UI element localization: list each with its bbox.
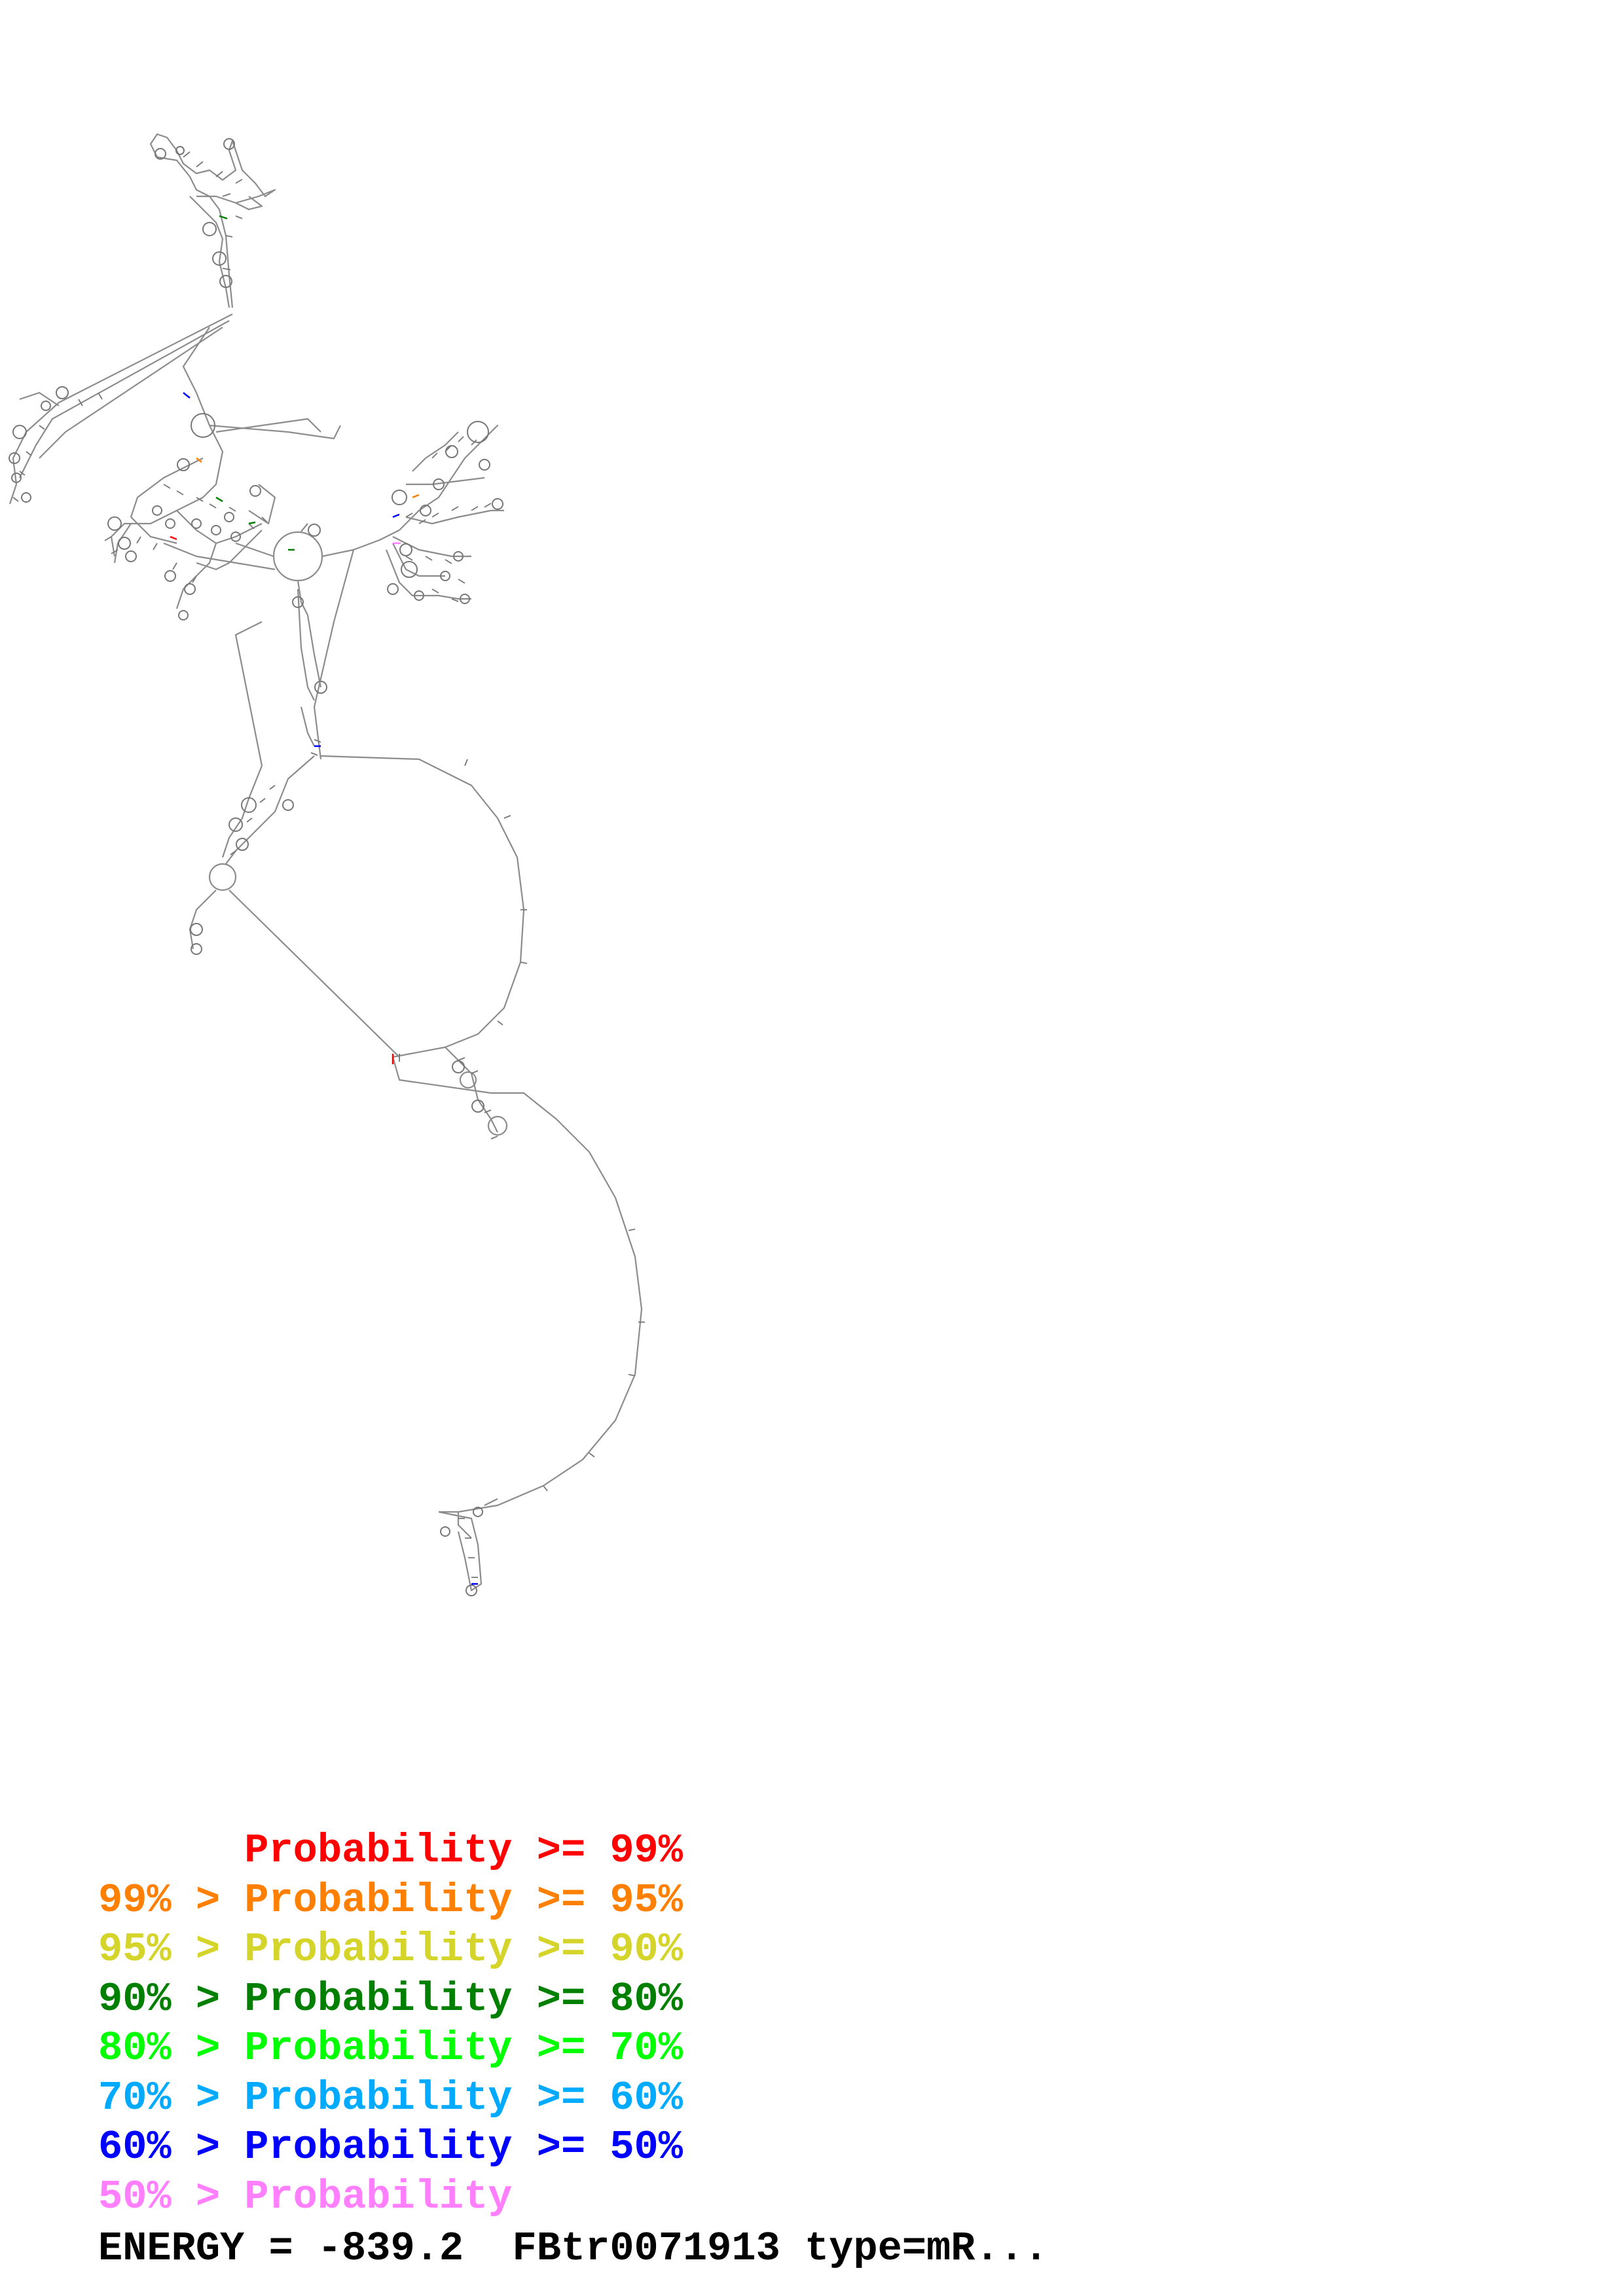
mid-right-loop <box>487 1115 508 1136</box>
left-junction-loop <box>208 863 237 891</box>
colored-pair-marks <box>170 215 478 1585</box>
legend-row: 60% > Probability >= 50% <box>98 2123 683 2172</box>
legend-label: Probability <box>244 1827 513 1874</box>
legend-row: 95% > Probability >= 90% <box>98 1925 683 1975</box>
legend-lower: 90% <box>98 1975 196 2022</box>
legend-sep: > <box>195 1975 245 2022</box>
legend-label: Probability <box>244 2025 513 2072</box>
legend-cond: >= 99% <box>512 1827 683 1874</box>
legend-cond: >= 50% <box>512 2124 683 2170</box>
rna-secondary-structure-diagram <box>9 133 645 1596</box>
legend-lower: 60% <box>98 2124 196 2170</box>
energy-label: ENERGY = -839.2 FBtr0071913 type=mR... <box>98 2225 1049 2272</box>
legend-cond: >= 90% <box>512 1926 683 1973</box>
legend-label: Probability <box>244 1876 513 1924</box>
base-pair-ticks <box>12 151 645 1578</box>
legend-lower: 80% <box>98 2025 196 2072</box>
legend-lower: 70% <box>98 2074 196 2121</box>
legend-lower: 99% <box>98 1876 196 1924</box>
legend-row: 99% > Probability >= 95% <box>98 1876 683 1926</box>
legend-row: 70% > Probability >= 60% <box>98 2073 683 2123</box>
top-branch <box>149 133 276 308</box>
legend-lower: 50% <box>98 2173 196 2220</box>
bottom-small-loop <box>459 1071 477 1089</box>
legend-row: Probability >= 99% <box>98 1826 683 1876</box>
legend-cond: >= 60% <box>512 2074 683 2121</box>
legend-row: 90% > Probability >= 80% <box>98 1975 683 2024</box>
legend-sep: > <box>195 1876 245 1924</box>
legend-cond: >= 95% <box>512 1876 683 1924</box>
legend-lower <box>98 1827 196 1874</box>
legend-sep: > <box>195 2124 245 2170</box>
legend-label: Probability <box>244 1926 513 1973</box>
large-loop <box>320 755 525 1058</box>
hairpin-loops <box>9 138 503 1596</box>
legend-sep: > <box>195 2025 245 2072</box>
legend-row: 80% > Probability >= 70% <box>98 2024 683 2073</box>
legend-cond: >= 70% <box>512 2025 683 2072</box>
central-hub-loop <box>272 531 323 582</box>
legend-label: Probability <box>244 2074 513 2121</box>
probability-legend: Probability >= 99% 99% > Probability >= 9… <box>98 1826 683 2221</box>
bottom-hairpin <box>438 1511 483 1592</box>
legend-lower: 95% <box>98 1926 196 1973</box>
legend-label: Probability <box>244 2173 513 2220</box>
legend-cond: >= 80% <box>512 1975 683 2022</box>
legend-label: Probability <box>244 1975 513 2022</box>
legend-sep <box>196 1827 244 1874</box>
right-cluster <box>399 424 499 531</box>
legend-sep: > <box>195 2173 245 2220</box>
legend-label: Probability <box>244 2124 513 2170</box>
legend-row: 50% > Probability <box>98 2172 683 2222</box>
backbone <box>9 133 643 1592</box>
legend-sep: > <box>195 1926 245 1973</box>
legend-sep: > <box>195 2074 245 2121</box>
left-crossing-lines <box>9 314 233 505</box>
descending-lines <box>313 549 355 760</box>
